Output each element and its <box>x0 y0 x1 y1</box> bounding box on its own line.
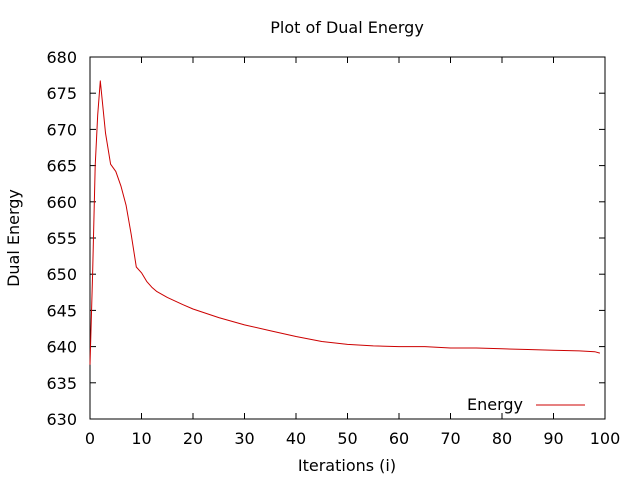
chart-title: Plot of Dual Energy <box>270 18 424 37</box>
series-layer <box>89 80 601 365</box>
x-tick-label: 40 <box>286 429 306 448</box>
x-axis-label: Iterations (i) <box>298 456 396 475</box>
y-tick-label: 635 <box>46 374 77 393</box>
y-tick-label: 665 <box>46 157 77 176</box>
x-tick-label: 20 <box>183 429 203 448</box>
y-tick-label: 650 <box>46 265 77 284</box>
legend: Energy <box>467 395 585 414</box>
y-tick-label: 675 <box>46 84 77 103</box>
legend-label-energy: Energy <box>467 395 523 414</box>
y-axis-label: Dual Energy <box>4 189 23 287</box>
plot-frame <box>89 56 606 420</box>
x-tick-label: 100 <box>590 429 621 448</box>
x-tick-label: 30 <box>234 429 254 448</box>
y-tick-label: 670 <box>46 120 77 139</box>
x-tick-label: 90 <box>543 429 563 448</box>
x-tick-label: 10 <box>131 429 151 448</box>
y-tick-label: 655 <box>46 229 77 248</box>
x-axis: 0 10 20 30 40 50 60 70 80 90 100 <box>85 57 620 448</box>
y-axis: 630 635 640 645 650 655 660 665 670 675 680 <box>46 48 605 429</box>
x-tick-label: 60 <box>389 429 409 448</box>
y-tick-label: 640 <box>46 338 77 357</box>
series-line-energy <box>89 80 601 365</box>
y-tick-label: 680 <box>46 48 77 67</box>
x-tick-label: 70 <box>440 429 460 448</box>
y-tick-label: 660 <box>46 193 77 212</box>
x-tick-label: 50 <box>337 429 357 448</box>
x-tick-label: 80 <box>492 429 512 448</box>
y-tick-label: 645 <box>46 301 77 320</box>
y-tick-label: 630 <box>46 410 77 429</box>
x-tick-label: 0 <box>85 429 95 448</box>
